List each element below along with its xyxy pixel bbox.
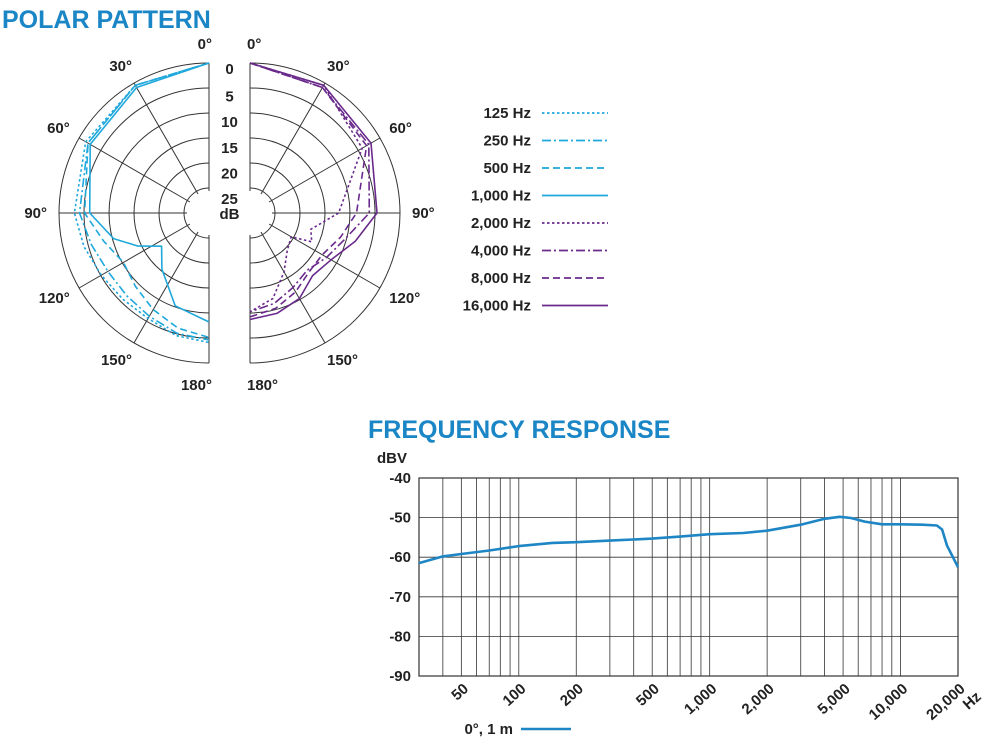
frequency-response-title: FREQUENCY RESPONSE (368, 416, 670, 444)
polar-series-8000hz (249, 62, 368, 318)
polar-angle-label-right: 150° (327, 352, 358, 369)
polar-angle-label-left: 0° (198, 36, 212, 53)
freq-ytick-label: -80 (389, 628, 411, 645)
freq-xtick-label: 100 (500, 680, 530, 709)
freq-xtick-label: 200 (557, 680, 587, 709)
legend-label: 500 Hz (483, 160, 531, 177)
polar-right-spoke-60 (268, 137, 381, 203)
legend-label: 125 Hz (483, 105, 531, 122)
polar-angle-label-left: 90° (24, 205, 47, 222)
polar-series-500hz (83, 62, 210, 339)
freq-xtick-label: 500 (633, 680, 663, 709)
polar-angle-label-left: 150° (101, 352, 132, 369)
legend-label: 16,000 Hz (463, 298, 531, 315)
legend-label: 4,000 Hz (471, 243, 531, 260)
polar-right-ring-5 (249, 187, 276, 239)
polar-pattern-chart: 0° 0° 30° 30° 60° 60° 90° 90° 120° 120° 150° 150° 18… (24, 36, 434, 394)
polar-radial-label: 20 (221, 165, 238, 182)
legend-label: 8,000 Hz (471, 270, 531, 287)
polar-left-spoke-120 (78, 223, 191, 289)
polar-angle-label-right: 180° (247, 377, 278, 394)
polar-angle-label-left: 30° (109, 58, 132, 75)
polar-left-spoke-30 (133, 82, 199, 195)
polar-radial-label: 0 (225, 61, 233, 78)
polar-series-16000hz (249, 62, 378, 321)
polar-series-2000hz (249, 62, 363, 313)
polar-radial-label: 10 (221, 114, 238, 131)
polar-series-125hz (73, 62, 210, 344)
polar-series-4000hz (249, 62, 371, 313)
legend-label: 2,000 Hz (471, 215, 531, 232)
polar-right-spoke-120 (268, 223, 381, 289)
freq-ytick-label: -70 (389, 589, 411, 606)
polar-angle-label-left: 60° (47, 120, 70, 137)
frequency-response-chart: -40 -50 -60 -70 -80 -90 dBV 50 100 200 500 1,000 2,0… (377, 450, 985, 738)
freq-xtick-label: 2,000 (739, 680, 778, 718)
polar-legend: 125 Hz 250 Hz 500 Hz 1,000 Hz 2,000 Hz 4,000 … (463, 105, 608, 315)
freq-ylabel: dBV (377, 450, 407, 467)
legend-label: 1,000 Hz (471, 188, 531, 205)
polar-radial-label: 15 (221, 140, 238, 157)
freq-plot-frame (418, 477, 959, 677)
freq-response-line (418, 515, 960, 568)
freq-ytick-label: -60 (389, 549, 411, 566)
polar-angle-label-right: 60° (389, 120, 412, 137)
freq-xtick-label: 1,000 (681, 680, 720, 718)
polar-left-spoke-150 (133, 231, 199, 344)
polar-angle-label-right: 90° (412, 205, 435, 222)
polar-angle-label-left: 120° (39, 290, 70, 307)
polar-radial-unit: dB (220, 206, 240, 223)
freq-ytick-label: -90 (389, 668, 411, 685)
freq-legend-label: 0°, 1 m (464, 721, 513, 738)
polar-pattern-title: POLAR PATTERN (2, 6, 211, 34)
polar-right-spoke-30 (260, 82, 326, 195)
freq-xtick-label: 10,000 (866, 680, 911, 723)
freq-ytick-label: -40 (389, 470, 411, 487)
freq-xtick-label: 50 (448, 680, 472, 704)
polar-radial-label: 5 (225, 89, 233, 106)
freq-xtick-label: 5,000 (814, 680, 853, 718)
polar-radial-label: 25 (221, 191, 238, 208)
polar-angle-label-left: 180° (181, 377, 212, 394)
polar-angle-label-right: 0° (247, 36, 261, 53)
polar-series-1000hz (88, 62, 210, 323)
polar-left-spoke-60 (78, 137, 191, 203)
polar-angle-label-right: 30° (327, 58, 350, 75)
legend-label: 250 Hz (483, 133, 531, 150)
polar-angle-label-right: 120° (389, 290, 420, 307)
freq-ytick-label: -50 (389, 510, 411, 527)
polar-left-ring-5 (183, 187, 210, 239)
